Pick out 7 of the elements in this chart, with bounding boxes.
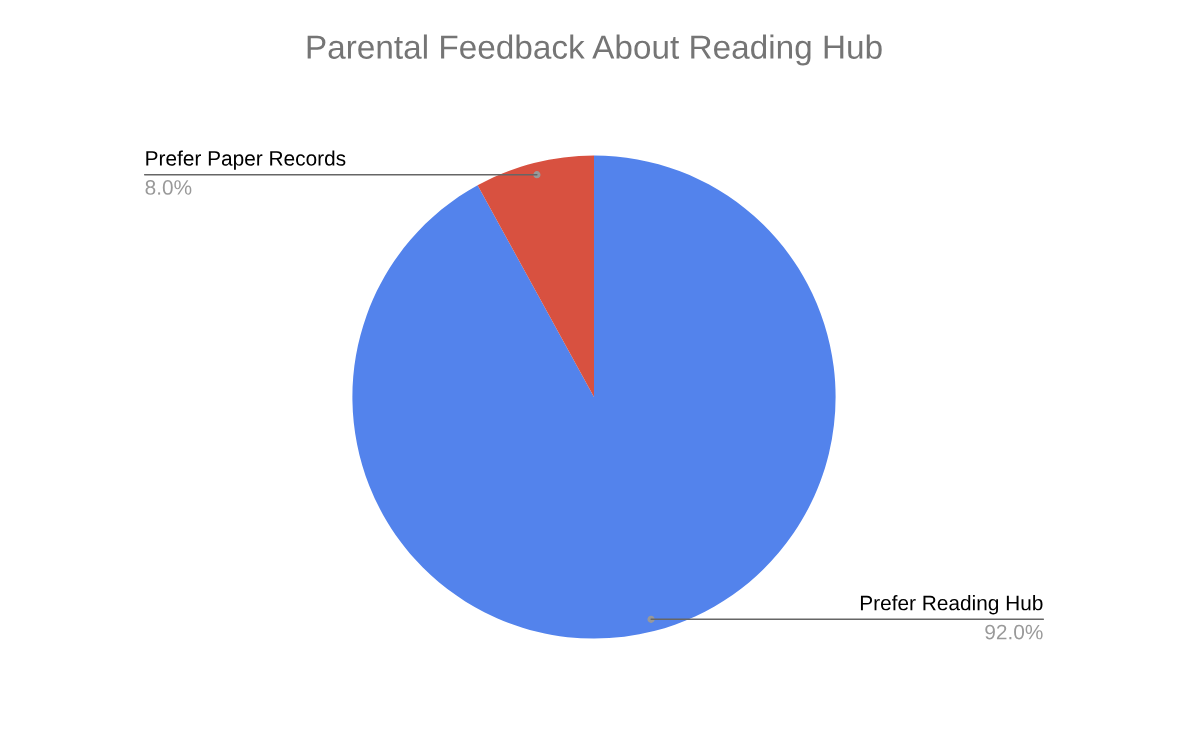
pie-slice (352, 155, 836, 639)
data-label: 92.0% (985, 624, 1043, 640)
chart-title: Parental Feedback About Reading Hub (307, 34, 882, 66)
slice-label: Prefer Paper Records (146, 150, 346, 170)
slice-label: Prefer Reading Hub (860, 595, 1043, 615)
pie-slice (477, 155, 594, 397)
data-label: 8.0% (145, 180, 192, 195)
